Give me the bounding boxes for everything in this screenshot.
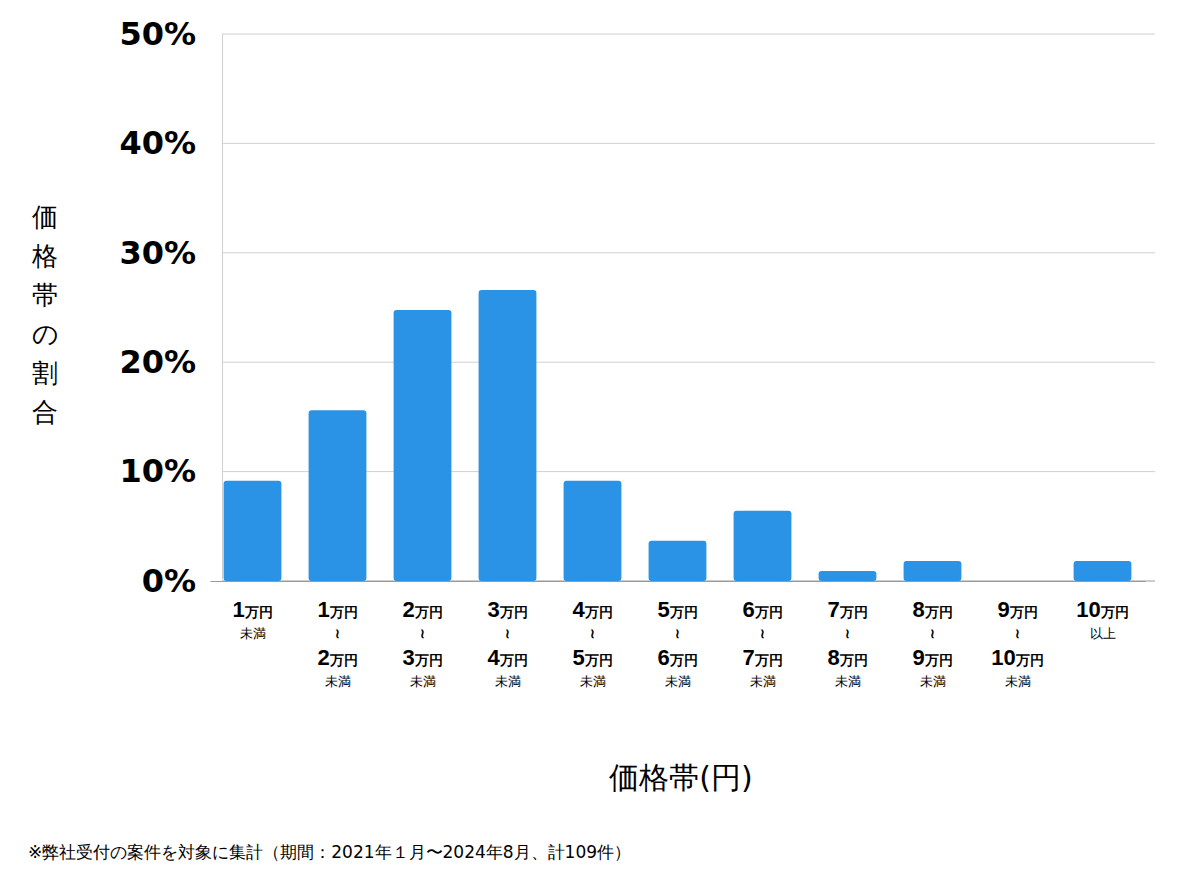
- x-tick-label: 8万円≀9万円未満: [912, 597, 952, 689]
- bar: [1074, 561, 1132, 581]
- y-tick: 10%: [119, 452, 222, 490]
- x-axis-title: 価格帯(円): [609, 760, 752, 795]
- bar: [904, 561, 962, 581]
- bar: [989, 581, 1047, 582]
- x-tick: 1万円≀2万円未満: [317, 581, 357, 689]
- x-tick-label: 1万円未満: [232, 597, 272, 641]
- grid: [222, 34, 1155, 581]
- grid-line: [222, 34, 1155, 35]
- grid-line: [222, 252, 1155, 253]
- y-tick-label: 40%: [119, 124, 196, 162]
- x-tick: 6万円≀7万円未満: [742, 581, 782, 689]
- bar: [394, 310, 452, 581]
- bar: [819, 571, 877, 581]
- y-axis-title: 価格帯の割合: [31, 202, 59, 427]
- x-tick: 4万円≀5万円未満: [572, 581, 612, 689]
- x-tick-label: 3万円≀4万円未満: [487, 597, 527, 689]
- y-tick-label: 30%: [119, 234, 196, 272]
- x-axis-line: [211, 581, 1146, 582]
- y-tick-label: 50%: [119, 15, 196, 53]
- bar: [649, 541, 707, 581]
- y-axis: 0% 10% 20% 30% 40% 50%: [119, 15, 222, 600]
- x-tick-label: 2万円≀3万円未満: [402, 597, 442, 689]
- x-tick: 7万円≀8万円未満: [827, 581, 867, 689]
- y-tick: 0%: [142, 562, 222, 600]
- x-tick: 9万円≀10万円未満: [991, 581, 1043, 689]
- x-tick: 10万円以上: [1076, 581, 1128, 641]
- grid-line: [222, 362, 1155, 363]
- y-tick-label: 20%: [119, 343, 196, 381]
- grid-line: [222, 143, 1155, 144]
- bar: [224, 481, 282, 581]
- footnote: ※弊社受付の案件を対象に集計（期間：2021年１月〜2024年8月、計109件）: [28, 842, 631, 862]
- y-tick: 30%: [119, 234, 222, 272]
- x-tick: 1万円未満: [232, 581, 272, 641]
- y-tick: 20%: [119, 343, 222, 381]
- x-tick-label: 5万円≀6万円未満: [657, 597, 697, 689]
- y-axis-line: [222, 35, 223, 582]
- x-axis: 1万円未満 1万円≀2万円未満 2万円≀3万円未満 3万円≀4万円未満 4万円≀5万円未…: [211, 581, 1146, 689]
- x-tick: 5万円≀6万円未満: [657, 581, 697, 689]
- bar: [564, 481, 622, 581]
- y-tick-label: 10%: [119, 452, 196, 490]
- bar: [479, 290, 537, 581]
- y-tick-label: 0%: [142, 562, 196, 600]
- chart: 0% 10% 20% 30% 40% 50% 1万円未満 1万円≀2万円未満 2万円≀3万円未満…: [0, 0, 1200, 874]
- x-tick-label: 4万円≀5万円未満: [572, 597, 612, 689]
- bars: [224, 290, 1132, 581]
- x-tick: 2万円≀3万円未満: [402, 581, 442, 689]
- x-tick: 8万円≀9万円未満: [912, 581, 952, 689]
- bar: [309, 410, 367, 581]
- x-tick: 3万円≀4万円未満: [487, 581, 527, 689]
- x-tick-label: 10万円以上: [1076, 597, 1128, 641]
- x-tick-label: 1万円≀2万円未満: [317, 597, 357, 689]
- x-tick-label: 6万円≀7万円未満: [742, 597, 782, 689]
- y-tick: 50%: [119, 15, 222, 53]
- y-tick: 40%: [119, 124, 222, 162]
- x-tick-label: 7万円≀8万円未満: [827, 597, 867, 689]
- x-tick-label: 9万円≀10万円未満: [991, 597, 1043, 689]
- bar: [734, 511, 792, 581]
